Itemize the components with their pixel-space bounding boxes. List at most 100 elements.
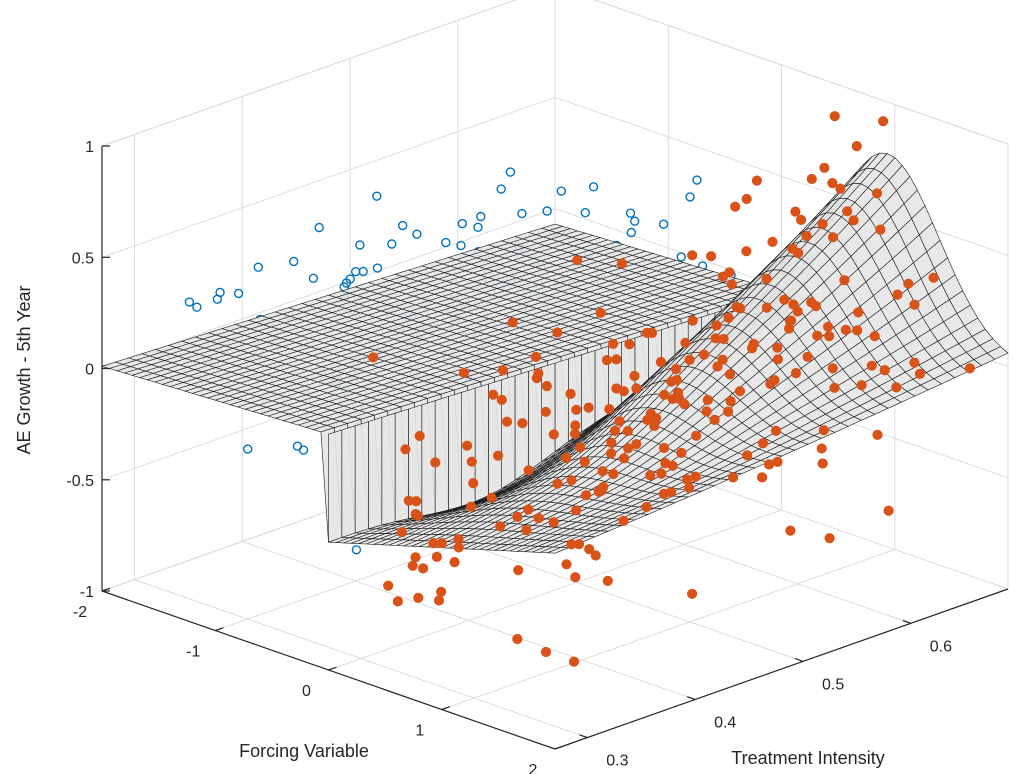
data-point-filled xyxy=(655,356,667,368)
data-point-filled xyxy=(866,360,877,371)
data-point-open xyxy=(314,222,324,233)
data-point-open xyxy=(412,229,422,239)
data-point-filled xyxy=(772,342,783,353)
floor-grid-line xyxy=(134,579,588,739)
data-point-filled xyxy=(533,513,544,524)
data-point-open xyxy=(184,297,195,307)
data-point-filled xyxy=(835,183,846,194)
data-point-filled xyxy=(649,420,660,432)
data-point-filled xyxy=(486,492,497,503)
surface-patch xyxy=(341,425,356,538)
data-point-filled xyxy=(569,428,581,439)
data-point-filled xyxy=(548,517,559,528)
data-point-filled xyxy=(561,452,572,463)
data-point-filled xyxy=(410,552,421,563)
data-point-filled xyxy=(658,442,670,454)
data-point-filled xyxy=(796,214,807,225)
data-point-filled xyxy=(488,389,499,400)
data-point-filled xyxy=(711,320,722,331)
data-point-filled xyxy=(595,307,606,318)
z-tick-label: 0 xyxy=(85,362,94,379)
data-point-filled xyxy=(725,396,736,407)
data-point-filled xyxy=(513,565,524,576)
data-point-filled xyxy=(540,646,552,658)
data-point-filled xyxy=(806,173,817,185)
data-point-filled xyxy=(772,354,784,365)
data-point-filled xyxy=(779,294,790,305)
surface-patch xyxy=(328,429,343,543)
data-point-filled xyxy=(436,586,447,597)
data-point-filled xyxy=(764,459,775,470)
data-point-filled xyxy=(883,505,894,516)
data-point-filled xyxy=(671,363,682,375)
data-point-filled xyxy=(570,572,581,583)
data-point-filled xyxy=(507,317,518,328)
data-point-filled xyxy=(690,471,701,482)
data-point-filled xyxy=(871,188,883,199)
y-tick xyxy=(794,658,804,662)
data-point-filled xyxy=(623,443,634,454)
data-point-filled xyxy=(552,478,563,489)
data-point-filled xyxy=(392,596,403,607)
y-tick-label: 0.4 xyxy=(714,715,736,732)
data-point-filled xyxy=(723,406,734,417)
data-point-filled xyxy=(824,331,835,342)
data-point-filled xyxy=(878,116,889,127)
data-point-filled xyxy=(430,457,441,468)
data-point-filled xyxy=(565,388,576,399)
data-point-filled xyxy=(540,406,551,417)
data-point-filled xyxy=(746,343,758,354)
y-tick xyxy=(579,734,588,739)
axes-layer xyxy=(101,145,1009,750)
data-point-filled xyxy=(608,338,619,349)
data-point-filled xyxy=(552,327,563,338)
data-point-open xyxy=(542,206,552,216)
data-point-filled xyxy=(909,299,920,310)
data-point-filled xyxy=(667,460,678,471)
data-point-filled xyxy=(497,365,509,376)
data-point-filled xyxy=(601,355,613,366)
data-point-filled xyxy=(879,365,890,376)
data-point-filled xyxy=(590,550,601,561)
z-tick-label: 0.5 xyxy=(72,250,94,267)
data-point-filled xyxy=(853,307,864,318)
data-point-filled xyxy=(769,375,780,386)
data-point-filled xyxy=(671,374,682,386)
data-point-filled xyxy=(724,369,736,380)
data-point-filled xyxy=(790,206,801,217)
x-tick-label: 2 xyxy=(529,762,538,774)
data-point-filled xyxy=(751,175,763,186)
data-point-open xyxy=(588,182,599,192)
data-point-open xyxy=(626,227,636,238)
data-point-filled xyxy=(597,466,608,477)
data-point-filled xyxy=(810,301,822,312)
data-point-filled xyxy=(674,393,685,405)
data-point-filled xyxy=(604,404,615,415)
data-point-filled xyxy=(824,533,835,544)
data-point-filled xyxy=(730,201,741,212)
data-point-filled xyxy=(531,373,542,384)
data-point-filled xyxy=(561,559,572,570)
data-point-filled xyxy=(793,247,804,259)
data-point-filled xyxy=(512,511,523,523)
z-tick-label: -0.5 xyxy=(66,473,94,490)
surface-patch xyxy=(434,396,449,514)
data-point-filled xyxy=(869,331,880,342)
wall-grid-line xyxy=(101,96,556,258)
data-point-filled xyxy=(928,272,939,283)
x-tick xyxy=(328,666,337,671)
data-point-filled xyxy=(771,425,782,436)
data-point-filled xyxy=(618,515,629,526)
data-point-filled xyxy=(407,560,418,571)
x-axis-label: Forcing Variable xyxy=(239,741,369,761)
data-point-filled xyxy=(433,595,445,606)
data-point-filled xyxy=(523,504,534,515)
z-axis-label: AE Growth - 5th Year xyxy=(14,285,34,454)
data-point-filled xyxy=(449,557,460,568)
x-tick-label: 0 xyxy=(302,683,311,700)
data-point-filled xyxy=(734,386,746,397)
data-point-open xyxy=(517,208,527,219)
data-point-filled xyxy=(548,429,559,440)
data-point-filled xyxy=(468,478,479,489)
